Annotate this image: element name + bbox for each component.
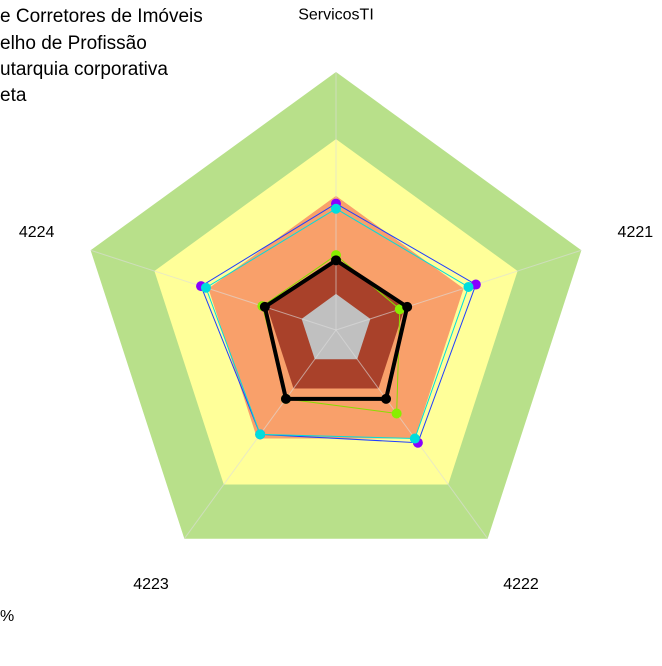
point <box>331 255 341 266</box>
point <box>463 281 474 292</box>
point <box>391 408 402 419</box>
point <box>255 429 266 440</box>
spoke <box>90 249 337 331</box>
point <box>259 301 270 312</box>
series-line <box>261 254 401 415</box>
axis-label: 4224 <box>19 224 55 241</box>
axis-label: 4223 <box>133 576 169 593</box>
legend-entry: elho de Profissão <box>0 33 147 54</box>
point <box>200 282 211 293</box>
point <box>280 393 291 404</box>
point <box>402 301 413 312</box>
axis-label: 4221 <box>618 224 654 241</box>
point <box>331 203 341 214</box>
legend-entry: e Corretores de Imóveis <box>0 6 203 27</box>
series-line <box>200 202 477 444</box>
series-line <box>205 208 470 440</box>
legend-entry: utarquia corporativa <box>0 59 168 80</box>
series-line <box>262 257 410 401</box>
spoke <box>335 249 582 331</box>
point <box>381 393 392 404</box>
point <box>409 433 420 444</box>
axis-label: ServicosTI <box>298 6 374 23</box>
axis-label: 4222 <box>503 576 539 593</box>
footnote: % <box>0 608 14 625</box>
spoke <box>335 329 489 540</box>
legend-entry: eta <box>0 85 27 106</box>
